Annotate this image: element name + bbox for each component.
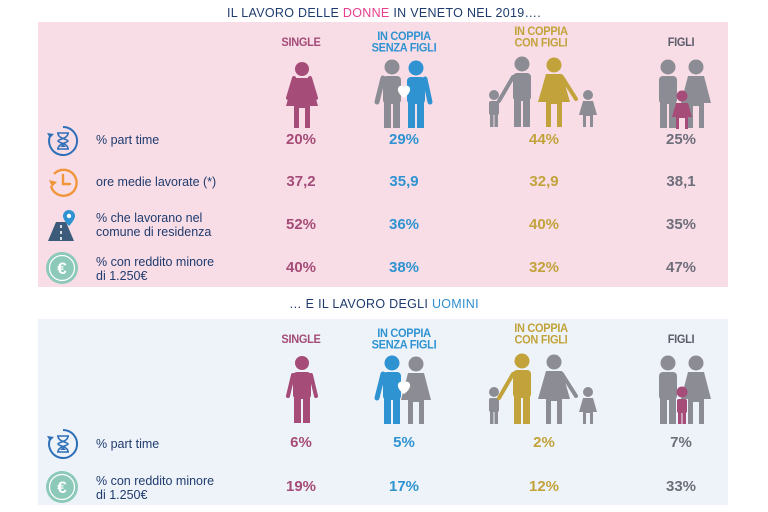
women-hours-single: 37,2 [286, 173, 316, 190]
men-title-highlight: UOMINI [431, 297, 479, 311]
men-row-income-label: % con reddito minore di 1.250€ [96, 474, 215, 502]
women-part-time-coppia: 29% [388, 131, 420, 148]
svg-text:€: € [57, 478, 67, 497]
men-title-text: … E IL LAVORO DEGLI [289, 297, 432, 311]
women-title-text: IL LAVORO DELLE [226, 6, 343, 20]
women-row-income-label: % con reddito minore di 1.250€ [96, 255, 215, 283]
men-hourglass-cycle-icon [47, 428, 79, 459]
women-row-part-time-label: % part time [96, 133, 160, 147]
men-income-figli: 33% [665, 478, 697, 495]
women-income-coppia-figli: 32% [528, 259, 560, 276]
women-title-suffix: IN VENETO NEL 2019…. [389, 6, 542, 20]
couple-with-children-figure [489, 56, 597, 127]
women-municipality-coppia-figli: 40% [528, 216, 560, 233]
men-panel [38, 319, 728, 505]
women-hours-coppia: 35,9 [389, 173, 419, 190]
men-child-with-parents-figure [659, 355, 711, 424]
women-part-time-single: 20% [285, 131, 317, 148]
men-col-coppia-header: IN COPPIA SENZA FIGLI [371, 327, 437, 352]
men-col-single-header: SINGLE [281, 333, 321, 347]
women-hours-coppia-figli: 32,9 [529, 173, 559, 190]
men-euro-coin-icon: € [46, 471, 78, 503]
men-income-coppia: 17% [388, 478, 420, 495]
couple-no-children-figure [374, 59, 433, 128]
women-municipality-figli: 35% [665, 216, 697, 233]
men-couple-no-children-figure [374, 355, 431, 424]
women-row-municipality-label: % che lavorano nel comune di residenza [96, 211, 212, 239]
women-municipality-single: 52% [285, 216, 317, 233]
men-row-part-time-label: % part time [96, 437, 160, 451]
women-income-figli: 47% [665, 259, 697, 276]
hourglass-cycle-icon [47, 125, 79, 156]
men-part-time-coppia: 5% [393, 434, 415, 451]
women-hours-figli: 38,1 [666, 173, 696, 190]
women-part-time-coppia-figli: 44% [528, 131, 560, 148]
euro-coin-icon: € [46, 252, 78, 284]
men-col-figli-header: FIGLI [667, 333, 695, 347]
women-title-highlight: DONNE [342, 6, 390, 20]
men-part-time-single: 6% [290, 434, 312, 451]
col-figli-header: FIGLI [667, 36, 695, 50]
child-with-parents-figure [659, 59, 711, 129]
col-single-header: SINGLE [281, 36, 321, 50]
men-couple-with-children-figure [489, 353, 597, 424]
women-part-time-figli: 25% [665, 131, 697, 148]
svg-text:€: € [57, 259, 67, 278]
single-man-figure [286, 356, 318, 423]
women-income-single: 40% [285, 259, 317, 276]
single-woman-figure [286, 62, 318, 128]
men-section-title: … E IL LAVORO DEGLI UOMINI [0, 297, 768, 311]
men-income-single: 19% [285, 478, 317, 495]
women-municipality-coppia: 36% [388, 216, 420, 233]
col-coppia-figli-header: IN COPPIA CON FIGLI [514, 25, 568, 50]
men-part-time-coppia-figli: 2% [533, 434, 555, 451]
women-income-coppia: 38% [388, 259, 420, 276]
men-col-coppia-figli-header: IN COPPIA CON FIGLI [514, 322, 568, 347]
clock-icon [49, 168, 78, 197]
men-part-time-figli: 7% [670, 434, 692, 451]
road-pin-icon [48, 210, 75, 241]
women-section-title: IL LAVORO DELLE DONNE IN VENETO NEL 2019… [0, 6, 768, 20]
col-coppia-header: IN COPPIA SENZA FIGLI [371, 30, 437, 55]
men-income-coppia-figli: 12% [528, 478, 560, 495]
women-row-hours-label: ore medie lavorate (*) [96, 175, 217, 189]
women-panel [38, 22, 728, 287]
